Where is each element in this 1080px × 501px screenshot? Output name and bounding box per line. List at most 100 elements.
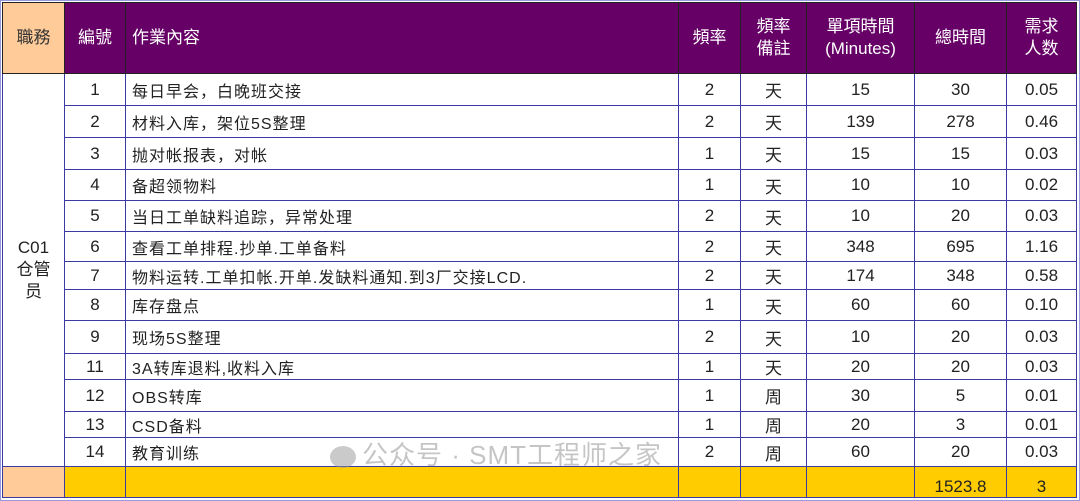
total-time-cell: 278 xyxy=(914,105,1007,138)
unit-time-cell: 10 xyxy=(806,169,915,201)
headcount-cell: 0.03 xyxy=(1006,353,1077,380)
table-row: 3 抛对帐报表，对帐 1 天 15 15 0.03 xyxy=(3,137,1077,170)
table-row: 4 备超领物料 1 天 10 10 0.02 xyxy=(3,169,1077,201)
header-task: 作業內容 xyxy=(125,2,679,74)
no-cell: 7 xyxy=(64,261,126,290)
headcount-cell: 1.16 xyxy=(1006,231,1077,262)
task-cell: 抛对帐报表，对帐 xyxy=(125,137,679,170)
total-time-cell: 10 xyxy=(914,169,1007,201)
freq-note-cell: 天 xyxy=(740,231,807,262)
headcount-cell: 0.01 xyxy=(1006,411,1077,438)
table-row: 8 库存盘点 1 天 60 60 0.10 xyxy=(3,289,1077,321)
freq-note-cell: 天 xyxy=(740,261,807,290)
unit-time-cell: 20 xyxy=(806,353,915,380)
task-cell: 库存盘点 xyxy=(125,289,679,321)
total-time-cell: 20 xyxy=(914,200,1007,232)
total-time-sum: 1523.8 xyxy=(914,466,1007,498)
total-time-cell: 15 xyxy=(914,137,1007,170)
total-empty xyxy=(64,466,126,498)
task-cell: 材料入库，架位5S整理 xyxy=(125,105,679,138)
unit-time-cell: 15 xyxy=(806,73,915,106)
unit-time-cell: 10 xyxy=(806,320,915,354)
header-headcount: 需求 人数 xyxy=(1006,2,1077,74)
task-cell: CSD备料 xyxy=(125,411,679,438)
headcount-cell: 0.03 xyxy=(1006,320,1077,354)
header-no: 編號 xyxy=(64,2,126,74)
header-row: 職務 編號 作業內容 頻率 頻率 備註 單項時間 (Minutes) 總時間 需… xyxy=(2,2,1077,74)
table-row: 11 3A转库退料,收料入库 1 天 20 20 0.03 xyxy=(3,353,1077,380)
total-time-cell: 60 xyxy=(914,289,1007,321)
no-cell: 4 xyxy=(64,169,126,201)
no-cell: 6 xyxy=(64,231,126,262)
header-total-time: 總時間 xyxy=(914,2,1007,74)
task-cell: 查看工单排程.抄单.工单备料 xyxy=(125,231,679,262)
total-role-cell xyxy=(2,466,65,498)
unit-time-cell: 15 xyxy=(806,137,915,170)
header-role: 職務 xyxy=(2,2,65,74)
freq-cell: 1 xyxy=(678,379,741,412)
total-empty xyxy=(806,466,915,498)
headcount-cell: 0.03 xyxy=(1006,137,1077,170)
unit-time-cell: 20 xyxy=(806,411,915,438)
total-empty xyxy=(125,466,679,498)
freq-note-cell: 天 xyxy=(740,105,807,138)
unit-time-cell: 60 xyxy=(806,289,915,321)
freq-cell: 1 xyxy=(678,411,741,438)
watermark: 公众号 · SMT工程师之家 xyxy=(330,440,662,470)
freq-note-cell: 周 xyxy=(740,437,807,467)
freq-cell: 2 xyxy=(678,105,741,138)
freq-cell: 1 xyxy=(678,289,741,321)
no-cell: 1 xyxy=(64,73,126,106)
freq-cell: 2 xyxy=(678,200,741,232)
watermark-text: 公众号 · SMT工程师之家 xyxy=(362,440,662,470)
freq-cell: 2 xyxy=(678,320,741,354)
no-cell: 9 xyxy=(64,320,126,354)
total-empty xyxy=(740,466,807,498)
unit-time-cell: 10 xyxy=(806,200,915,232)
table-row: 14 教育训练 2 周 60 20 0.03 xyxy=(3,437,1077,467)
headcount-cell: 0.58 xyxy=(1006,261,1077,290)
no-cell: 13 xyxy=(64,411,126,438)
headcount-cell: 0.05 xyxy=(1006,73,1077,106)
freq-cell: 1 xyxy=(678,169,741,201)
freq-cell: 1 xyxy=(678,353,741,380)
header-freq-note: 頻率 備註 xyxy=(740,2,807,74)
table-row: 12 OBS转库 1 周 30 5 0.01 xyxy=(3,379,1077,412)
freq-note-cell: 天 xyxy=(740,289,807,321)
total-time-cell: 348 xyxy=(914,261,1007,290)
task-cell: 3A转库退料,收料入库 xyxy=(125,353,679,380)
total-row: 1523.8 3 xyxy=(2,466,1077,498)
freq-note-cell: 天 xyxy=(740,353,807,380)
unit-time-cell: 30 xyxy=(806,379,915,412)
table-row: 13 CSD备料 1 周 20 3 0.01 xyxy=(3,411,1077,438)
no-cell: 14 xyxy=(64,437,126,467)
table-row: 7 物料运转.工单扣帐.开单.发缺料通知.到3厂交接LCD. 2 天 174 3… xyxy=(3,261,1077,290)
no-cell: 11 xyxy=(64,353,126,380)
freq-note-cell: 天 xyxy=(740,73,807,106)
no-cell: 2 xyxy=(64,105,126,138)
unit-time-cell: 60 xyxy=(806,437,915,467)
task-cell: 现场5S整理 xyxy=(125,320,679,354)
headcount-cell: 0.03 xyxy=(1006,200,1077,232)
freq-note-cell: 周 xyxy=(740,379,807,412)
no-cell: 12 xyxy=(64,379,126,412)
table-row: 2 材料入库，架位5S整理 2 天 139 278 0.46 xyxy=(3,105,1077,138)
no-cell: 8 xyxy=(64,289,126,321)
headcount-cell: 0.01 xyxy=(1006,379,1077,412)
headcount-cell: 0.10 xyxy=(1006,289,1077,321)
freq-cell: 2 xyxy=(678,437,741,467)
task-cell: 当日工单缺料追踪，异常处理 xyxy=(125,200,679,232)
total-empty xyxy=(678,466,741,498)
unit-time-cell: 348 xyxy=(806,231,915,262)
unit-time-cell: 139 xyxy=(806,105,915,138)
total-time-cell: 5 xyxy=(914,379,1007,412)
headcount-cell: 0.02 xyxy=(1006,169,1077,201)
freq-note-cell: 周 xyxy=(740,411,807,438)
freq-cell: 2 xyxy=(678,231,741,262)
role-cell: C01 仓管 员 xyxy=(2,73,65,467)
headcount-cell: 0.03 xyxy=(1006,437,1077,467)
total-time-cell: 20 xyxy=(914,353,1007,380)
table-row: 9 现场5S整理 2 天 10 20 0.03 xyxy=(3,320,1077,354)
